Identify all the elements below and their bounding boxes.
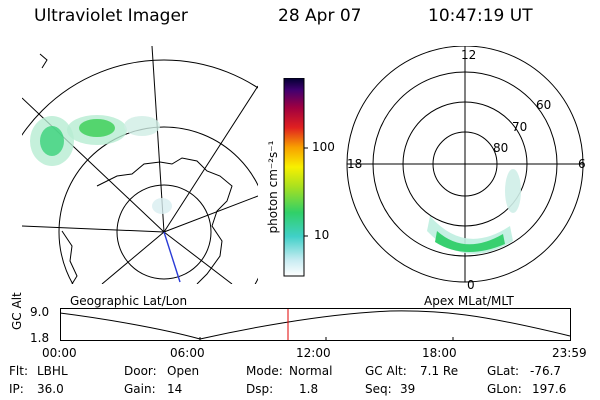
altitude-ymin: 1.8 [30, 331, 50, 345]
mlt-label-6: 6 [578, 157, 586, 171]
footer-glat-key: GLat: [487, 364, 520, 378]
footer-flt-value: LBHL [37, 364, 68, 378]
time-tick-1800: 18:00 [422, 346, 457, 360]
colorbar-label: photon cm⁻²s⁻¹ [266, 140, 280, 234]
observation-time: 10:47:19 UT [428, 6, 533, 26]
footer-door-value: Open [167, 364, 200, 378]
lat-circle-middle [58, 126, 258, 284]
altitude-curve [60, 310, 571, 340]
colorbar [283, 78, 308, 277]
aurora-region [152, 198, 172, 214]
sun-direction-line [163, 231, 181, 283]
meridian-line [22, 225, 165, 233]
meridian-line [163, 231, 233, 284]
footer-gcalt-value: 7.1 Re [420, 364, 459, 378]
mlat-label-70: 70 [512, 120, 528, 134]
time-tick-2359: 23:59 [552, 346, 587, 360]
footer-glon-key: GLon: [487, 382, 522, 396]
aurora-region [79, 119, 115, 137]
footer-dsp-key: Dsp: [246, 382, 274, 396]
aurora-region [40, 126, 64, 156]
footer-ip-key: IP: [9, 382, 24, 396]
footer-mode-value: Normal [289, 364, 333, 378]
coastline [39, 53, 48, 69]
altitude-ylabel: GC Alt [10, 292, 24, 330]
geographic-map [22, 46, 258, 284]
geographic-map-label: Geographic Lat/Lon [70, 294, 188, 308]
mlat-label-80: 80 [493, 141, 509, 155]
footer-glat-value: -76.7 [530, 364, 562, 378]
footer-gain-value: 14 [167, 382, 183, 396]
altitude-plot [60, 308, 571, 341]
footer-ip-value: 36.0 [37, 382, 64, 396]
lat-circle-inner [116, 184, 212, 280]
mlt-label-18: 18 [347, 157, 363, 171]
mlt-label-0: 0 [467, 278, 475, 292]
time-tick-0600: 06:00 [170, 346, 205, 360]
magnetic-map-label: Apex MLat/MLT [424, 294, 514, 308]
altitude-plot-frame [60, 308, 571, 341]
colorbar-tick-label: 10 [314, 228, 330, 242]
footer-seq-value: 39 [400, 382, 416, 396]
mlt-label-12: 12 [461, 48, 477, 62]
instrument-title: Ultraviolet Imager [34, 6, 188, 26]
meridian-line [163, 85, 258, 233]
mlat-label-60: 60 [536, 98, 552, 112]
colorbar-gradient [283, 78, 305, 277]
footer-flt-key: Flt: [9, 364, 28, 378]
footer-gain-key: Gain: [124, 382, 156, 396]
aurora-region [505, 169, 521, 213]
aurora-region [124, 116, 160, 136]
magnetic-polar-map [346, 46, 584, 283]
footer-glon-value: 197.6 [532, 382, 567, 396]
footer-dsp-value: 1.8 [299, 382, 319, 396]
lat-circle-outer [22, 59, 258, 136]
observation-date: 28 Apr 07 [278, 6, 362, 26]
footer-seq-key: Seq: [365, 382, 392, 396]
colorbar-tick-label: 100 [312, 140, 335, 154]
time-tick-1200: 12:00 [296, 346, 331, 360]
coastline [96, 157, 233, 284]
meridian-line [101, 231, 165, 284]
footer-door-key: Door: [124, 364, 157, 378]
footer-mode-key: Mode: [246, 364, 283, 378]
altitude-ymax: 9.0 [30, 305, 50, 319]
footer-gcalt-key: GC Alt: [365, 364, 407, 378]
meridian-line [163, 195, 258, 233]
aurora-oval [435, 231, 505, 253]
coastline [61, 230, 78, 284]
time-tick-0000: 00:00 [42, 346, 77, 360]
